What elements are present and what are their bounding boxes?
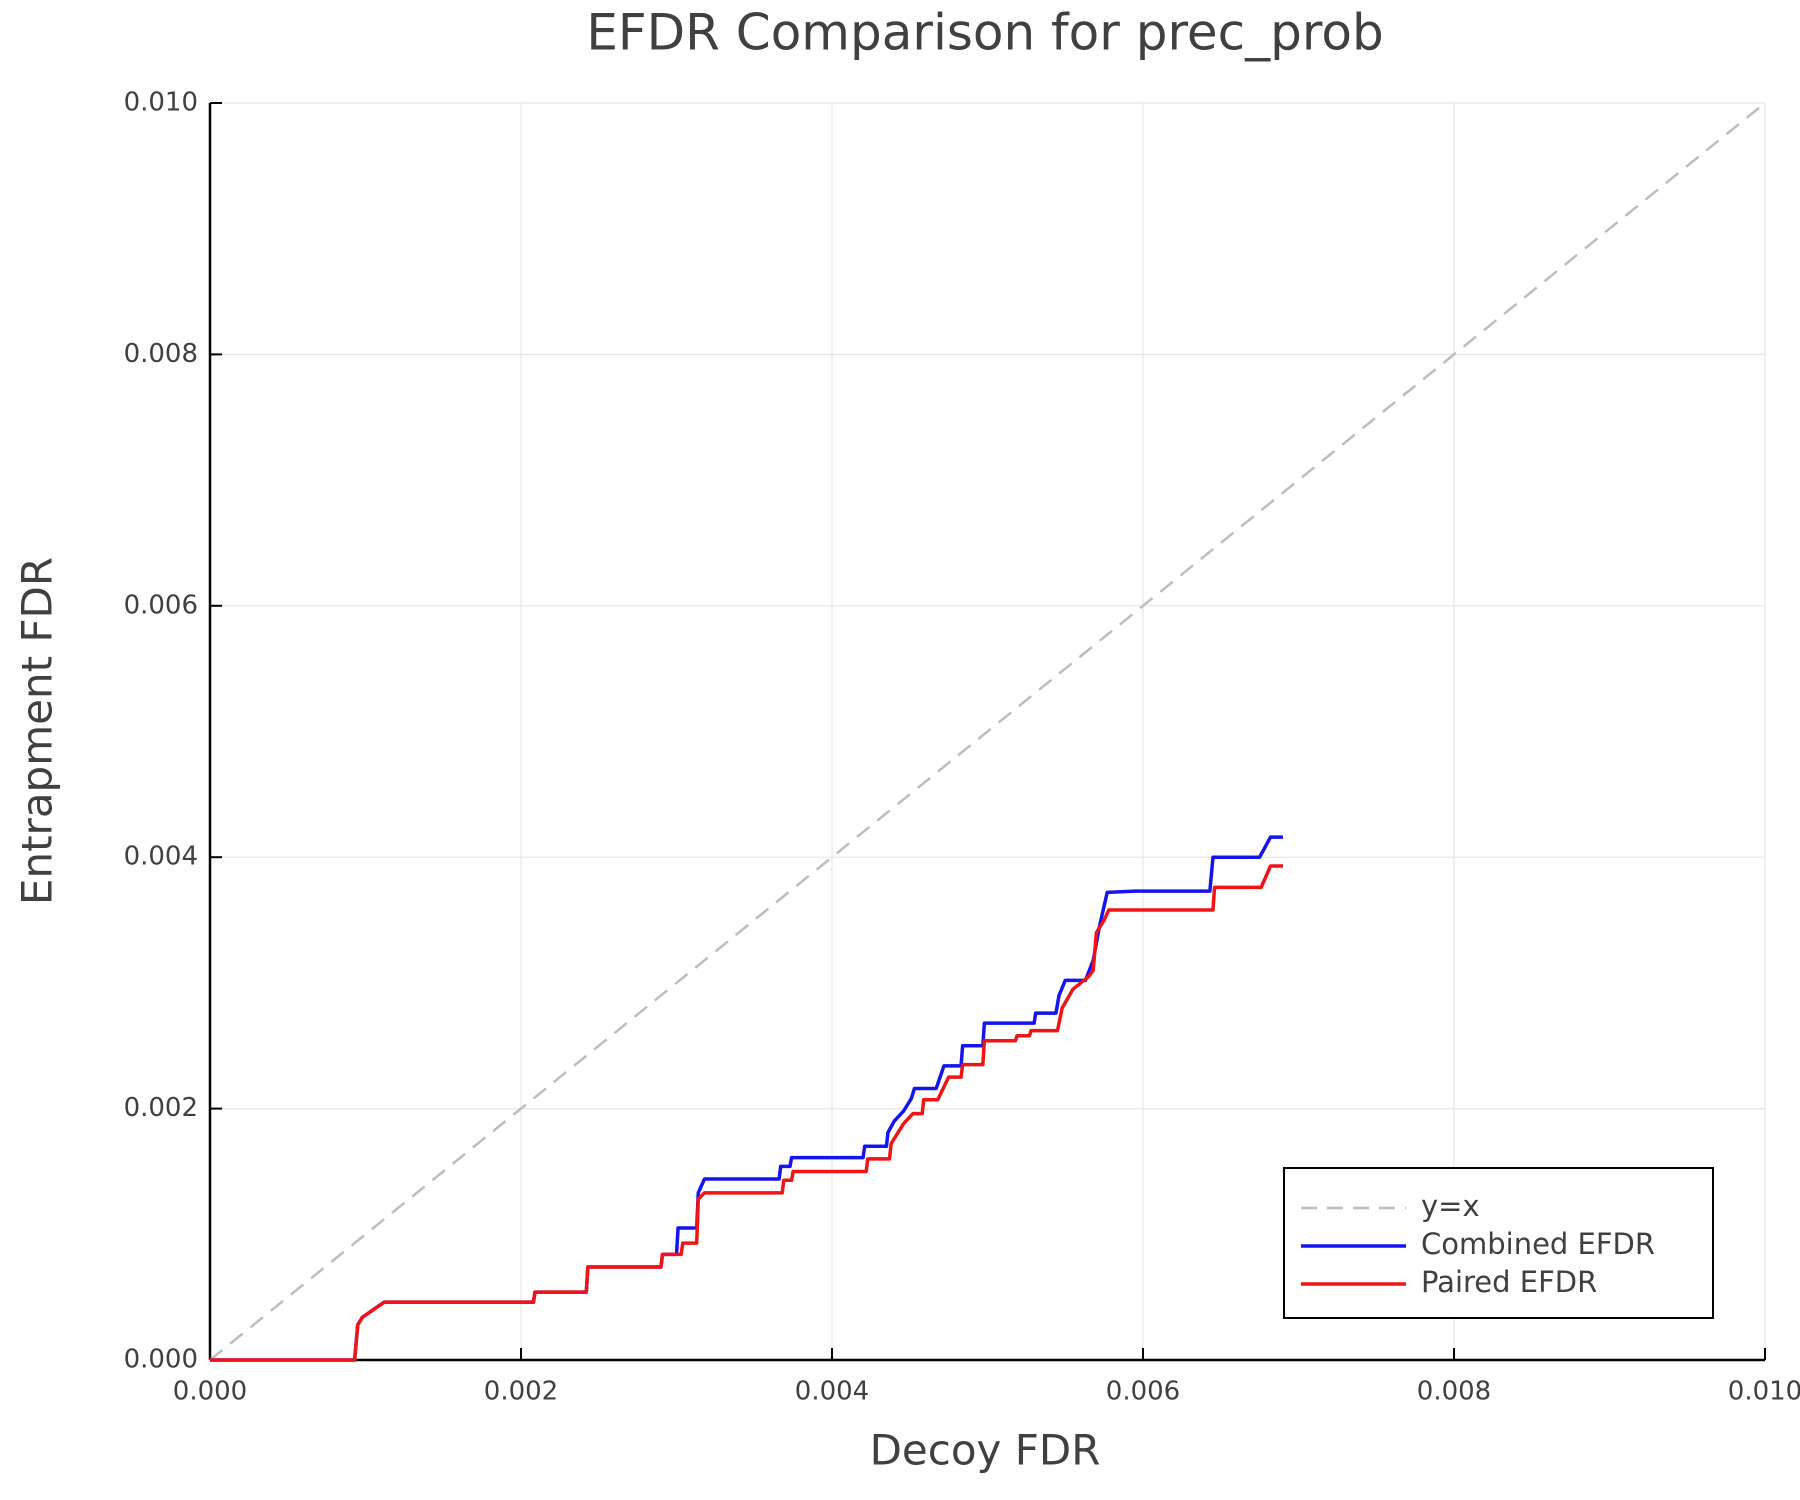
x-tick-label: 0.010: [1728, 1377, 1800, 1407]
x-tick-label: 0.000: [173, 1377, 247, 1407]
data-line: [209, 102, 1766, 1361]
x-tick-label: 0.004: [795, 1377, 869, 1407]
y-tick-label: 0.010: [124, 88, 198, 118]
y-axis-label: Entrapment FDR: [13, 557, 62, 905]
x-axis-label: Decoy FDR: [870, 1426, 1101, 1475]
y-tick-label: 0.004: [124, 842, 198, 872]
x-tick-label: 0.008: [1417, 1377, 1491, 1407]
y-tick-label: 0.006: [124, 590, 198, 620]
y-tick-label: 0.000: [124, 1345, 198, 1375]
legend-label: Combined EFDR: [1421, 1227, 1655, 1261]
chart-title: EFDR Comparison for prec_prob: [586, 4, 1383, 62]
legend-box: [1283, 1167, 1714, 1319]
x-tick-label: 0.006: [1106, 1377, 1180, 1407]
y-tick-label: 0.008: [124, 339, 198, 369]
y-tick-label: 0.002: [124, 1093, 198, 1123]
x-tick-label: 0.002: [484, 1377, 558, 1407]
legend-label: y=x: [1421, 1189, 1480, 1223]
legend-label: Paired EFDR: [1421, 1265, 1597, 1299]
data-line: [210, 864, 1283, 1362]
